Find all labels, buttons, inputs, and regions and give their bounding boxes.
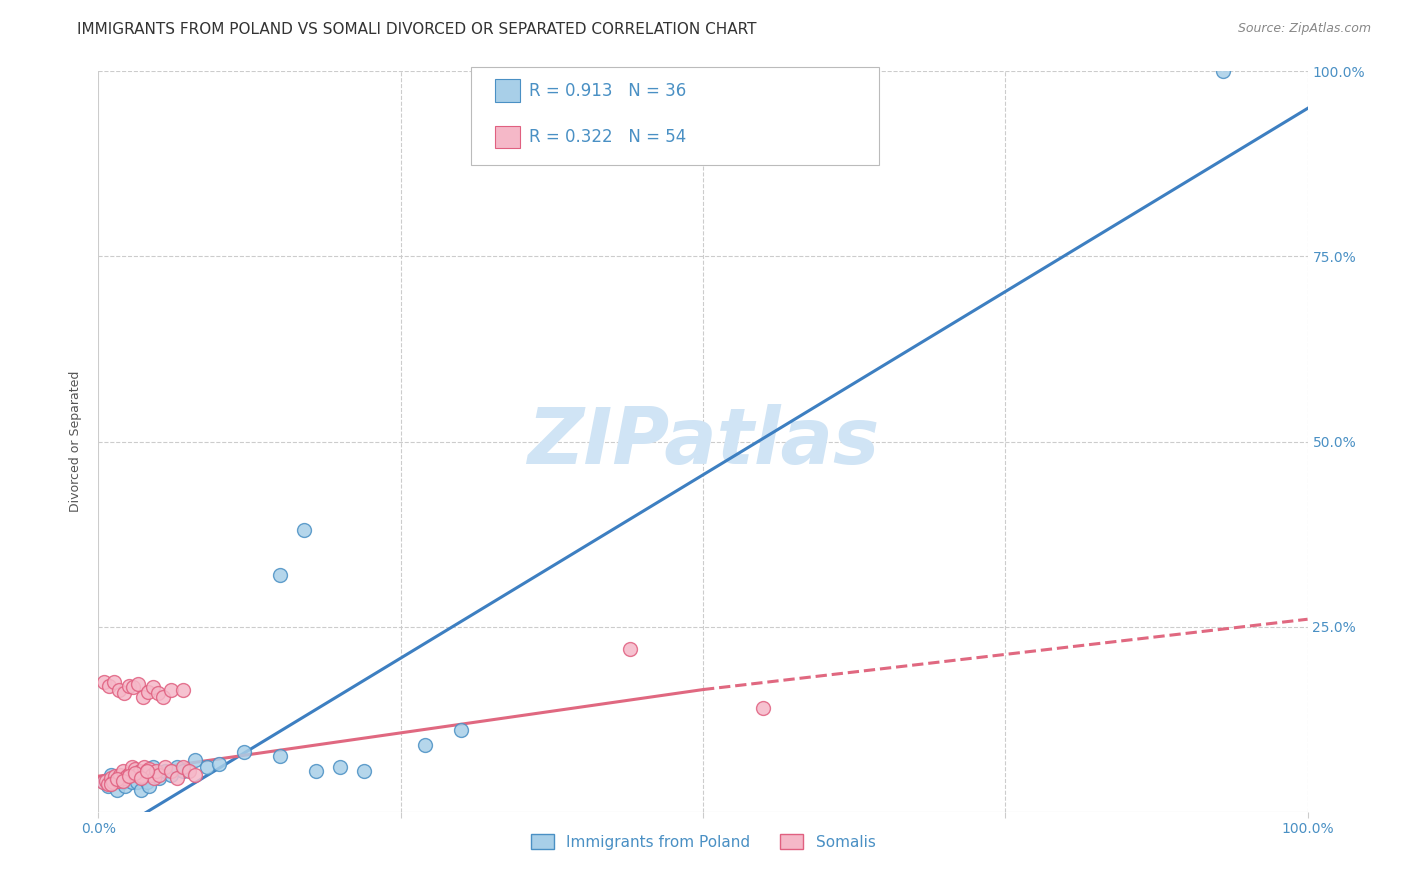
Point <box>111 775 134 789</box>
Point <box>128 764 150 778</box>
Point <box>172 682 194 697</box>
Point <box>118 769 141 783</box>
Y-axis label: Divorced or Separated: Divorced or Separated <box>69 371 83 512</box>
Point <box>122 681 145 695</box>
Point <box>179 764 201 778</box>
Point <box>292 524 315 538</box>
Point <box>166 772 188 786</box>
Text: ZIPatlas: ZIPatlas <box>527 403 879 480</box>
Point <box>131 769 153 783</box>
Point <box>132 690 155 704</box>
Point <box>148 772 170 786</box>
Point <box>138 762 160 776</box>
Point <box>138 779 160 793</box>
Text: R = 0.322   N = 54: R = 0.322 N = 54 <box>529 128 686 146</box>
Point <box>101 775 124 789</box>
Point <box>107 773 129 788</box>
Point <box>91 775 114 789</box>
Point <box>118 767 141 781</box>
Point <box>114 772 136 786</box>
Point <box>135 764 157 778</box>
Point <box>145 764 167 778</box>
Point <box>145 767 167 781</box>
Point <box>146 686 169 700</box>
Point <box>143 772 166 786</box>
Point <box>329 760 352 774</box>
Point <box>94 773 117 788</box>
Point <box>152 690 174 704</box>
Point <box>105 782 128 797</box>
Point <box>1212 64 1234 78</box>
Point <box>134 760 156 774</box>
Point <box>172 760 194 774</box>
Point <box>127 677 149 691</box>
Point <box>413 738 436 752</box>
Point <box>129 782 152 797</box>
Point <box>100 776 122 790</box>
Point <box>108 767 131 781</box>
Point <box>184 767 207 781</box>
Point <box>111 764 134 778</box>
Point <box>269 567 291 582</box>
Point <box>93 775 115 789</box>
Point <box>127 767 149 781</box>
Point <box>105 772 128 786</box>
Point <box>172 764 194 778</box>
Point <box>118 679 141 693</box>
Point <box>305 764 328 778</box>
Point <box>208 756 231 771</box>
Point <box>134 772 156 786</box>
Point <box>118 766 141 780</box>
Point <box>93 675 115 690</box>
Point <box>121 775 143 789</box>
Point <box>135 775 157 789</box>
Point <box>124 764 146 778</box>
Point <box>136 685 159 699</box>
Point <box>153 764 176 778</box>
Point <box>619 641 641 656</box>
Point <box>98 679 121 693</box>
Point <box>104 769 127 783</box>
Point <box>142 760 165 774</box>
Point <box>112 686 135 700</box>
Point <box>117 769 139 783</box>
Point <box>121 760 143 774</box>
Point <box>114 779 136 793</box>
Point <box>97 779 120 793</box>
Point <box>108 772 131 786</box>
Point <box>160 682 183 697</box>
Point <box>108 682 131 697</box>
Point <box>153 760 176 774</box>
Point <box>160 767 183 781</box>
Point <box>353 764 375 778</box>
Point <box>127 775 149 789</box>
Point <box>752 701 775 715</box>
Point <box>184 753 207 767</box>
Point <box>142 681 165 695</box>
Point <box>450 723 472 738</box>
Point <box>148 767 170 781</box>
Text: IMMIGRANTS FROM POLAND VS SOMALI DIVORCED OR SEPARATED CORRELATION CHART: IMMIGRANTS FROM POLAND VS SOMALI DIVORCE… <box>77 22 756 37</box>
Point <box>195 760 218 774</box>
Point <box>124 766 146 780</box>
Point <box>100 772 122 786</box>
Point <box>166 760 188 774</box>
Text: R = 0.913   N = 36: R = 0.913 N = 36 <box>529 81 686 100</box>
Legend: Immigrants from Poland, Somalis: Immigrants from Poland, Somalis <box>524 828 882 856</box>
Point <box>97 776 120 790</box>
Point <box>124 762 146 776</box>
Point <box>129 771 152 785</box>
Point <box>269 749 291 764</box>
Point <box>160 764 183 778</box>
Point <box>111 773 134 788</box>
Point <box>100 767 122 781</box>
Text: Source: ZipAtlas.com: Source: ZipAtlas.com <box>1237 22 1371 36</box>
Point <box>101 775 124 789</box>
Point <box>141 767 163 781</box>
Point <box>135 764 157 778</box>
Point <box>103 675 125 690</box>
Point <box>232 746 254 760</box>
